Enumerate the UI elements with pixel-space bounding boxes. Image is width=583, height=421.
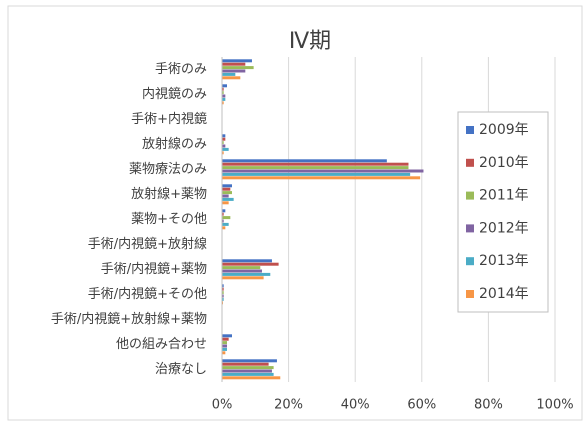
bar: [222, 284, 224, 288]
legend-box: [457, 111, 549, 313]
x-tick-label: 80%: [474, 398, 503, 413]
bar: [222, 141, 224, 145]
bar: [222, 337, 229, 341]
legend-swatch: [466, 257, 474, 266]
bar: [222, 59, 252, 63]
bar: [222, 166, 409, 170]
legend-swatch: [466, 191, 474, 200]
bar: [222, 359, 277, 363]
bar: [222, 169, 424, 173]
bar: [222, 97, 226, 101]
bar: [222, 87, 224, 91]
bar: [222, 347, 227, 351]
bar: [222, 291, 224, 295]
bar: [222, 151, 224, 155]
y-tick-label: 手術/内視鏡+薬物: [101, 261, 207, 277]
bar: [222, 362, 269, 366]
bar: [222, 219, 224, 223]
bar: [222, 134, 226, 138]
bar: [222, 162, 409, 166]
chart-title: Ⅳ期: [289, 29, 331, 54]
bar: [222, 72, 236, 76]
legend-label: 2014年: [479, 286, 529, 302]
y-tick-label: 手術+内視鏡: [131, 111, 207, 127]
bar: [222, 137, 226, 141]
y-tick-label: 薬物+その他: [131, 212, 207, 227]
x-tick-label: 0%: [212, 398, 233, 413]
bar: [222, 376, 281, 380]
bar: [222, 366, 274, 370]
x-tick-label: 40%: [341, 398, 370, 413]
bar: [222, 351, 226, 355]
bar: [222, 259, 272, 263]
bar: [222, 76, 241, 80]
bar: [222, 69, 246, 73]
bar: [222, 209, 226, 213]
y-tick-label: 治療なし: [155, 362, 207, 377]
y-tick-label: 手術のみ: [155, 62, 207, 77]
bar: [222, 216, 231, 220]
bar: [222, 147, 229, 151]
bar: [222, 62, 246, 66]
bar: [222, 94, 226, 98]
bar: [222, 101, 224, 105]
bar: [222, 159, 387, 163]
y-tick-label: 手術/内視鏡+放射線: [88, 236, 207, 252]
bar: [222, 176, 421, 180]
legend-swatch: [466, 290, 474, 298]
bar: [222, 266, 261, 270]
bar: [222, 187, 231, 191]
bar: [222, 172, 411, 176]
bar: [222, 269, 262, 273]
y-tick-label: 手術/内視鏡+放射線+薬物: [51, 311, 207, 327]
y-tick-label: 手術/内視鏡+その他: [88, 286, 207, 302]
bar: [222, 144, 226, 148]
bar: [222, 262, 279, 266]
bar: [222, 222, 229, 226]
bar: [222, 66, 254, 70]
x-tick-label: 60%: [407, 398, 436, 413]
y-tick-label: 内視鏡のみ: [142, 86, 207, 102]
bar: [222, 294, 224, 298]
bar: [222, 194, 229, 198]
bar: [222, 276, 264, 280]
bar: [222, 226, 226, 230]
y-tick-label: 他の組み合わせ: [116, 337, 207, 352]
y-tick-label: 薬物療法のみ: [129, 162, 207, 177]
legend-label: 2010年: [479, 155, 529, 171]
bar: [222, 201, 229, 205]
bar: [222, 91, 224, 95]
legend-label: 2012年: [479, 220, 529, 236]
y-tick-label: 放射線のみ: [142, 136, 207, 152]
x-tick-label: 20%: [274, 398, 303, 413]
legend-swatch: [466, 224, 474, 233]
y-tick-label: 放射線+薬物: [131, 186, 207, 202]
legend-swatch: [466, 158, 474, 167]
x-tick-label: 100%: [536, 398, 573, 413]
bar: [222, 197, 234, 201]
legend-swatch: [466, 126, 474, 134]
legend-label: 2011年: [479, 188, 529, 204]
legend-label: 2013年: [479, 253, 529, 269]
bar: [222, 372, 274, 376]
bar: [222, 272, 271, 276]
bar: [222, 334, 232, 338]
bar: [222, 369, 272, 373]
bar: [222, 191, 232, 195]
bar: [222, 84, 227, 88]
legend-label: 2009年: [479, 122, 529, 138]
bar: [222, 184, 232, 188]
bar: [222, 344, 227, 348]
bar: [222, 341, 227, 345]
bar: [222, 212, 224, 216]
bar: [222, 287, 224, 291]
bar: [222, 297, 224, 301]
